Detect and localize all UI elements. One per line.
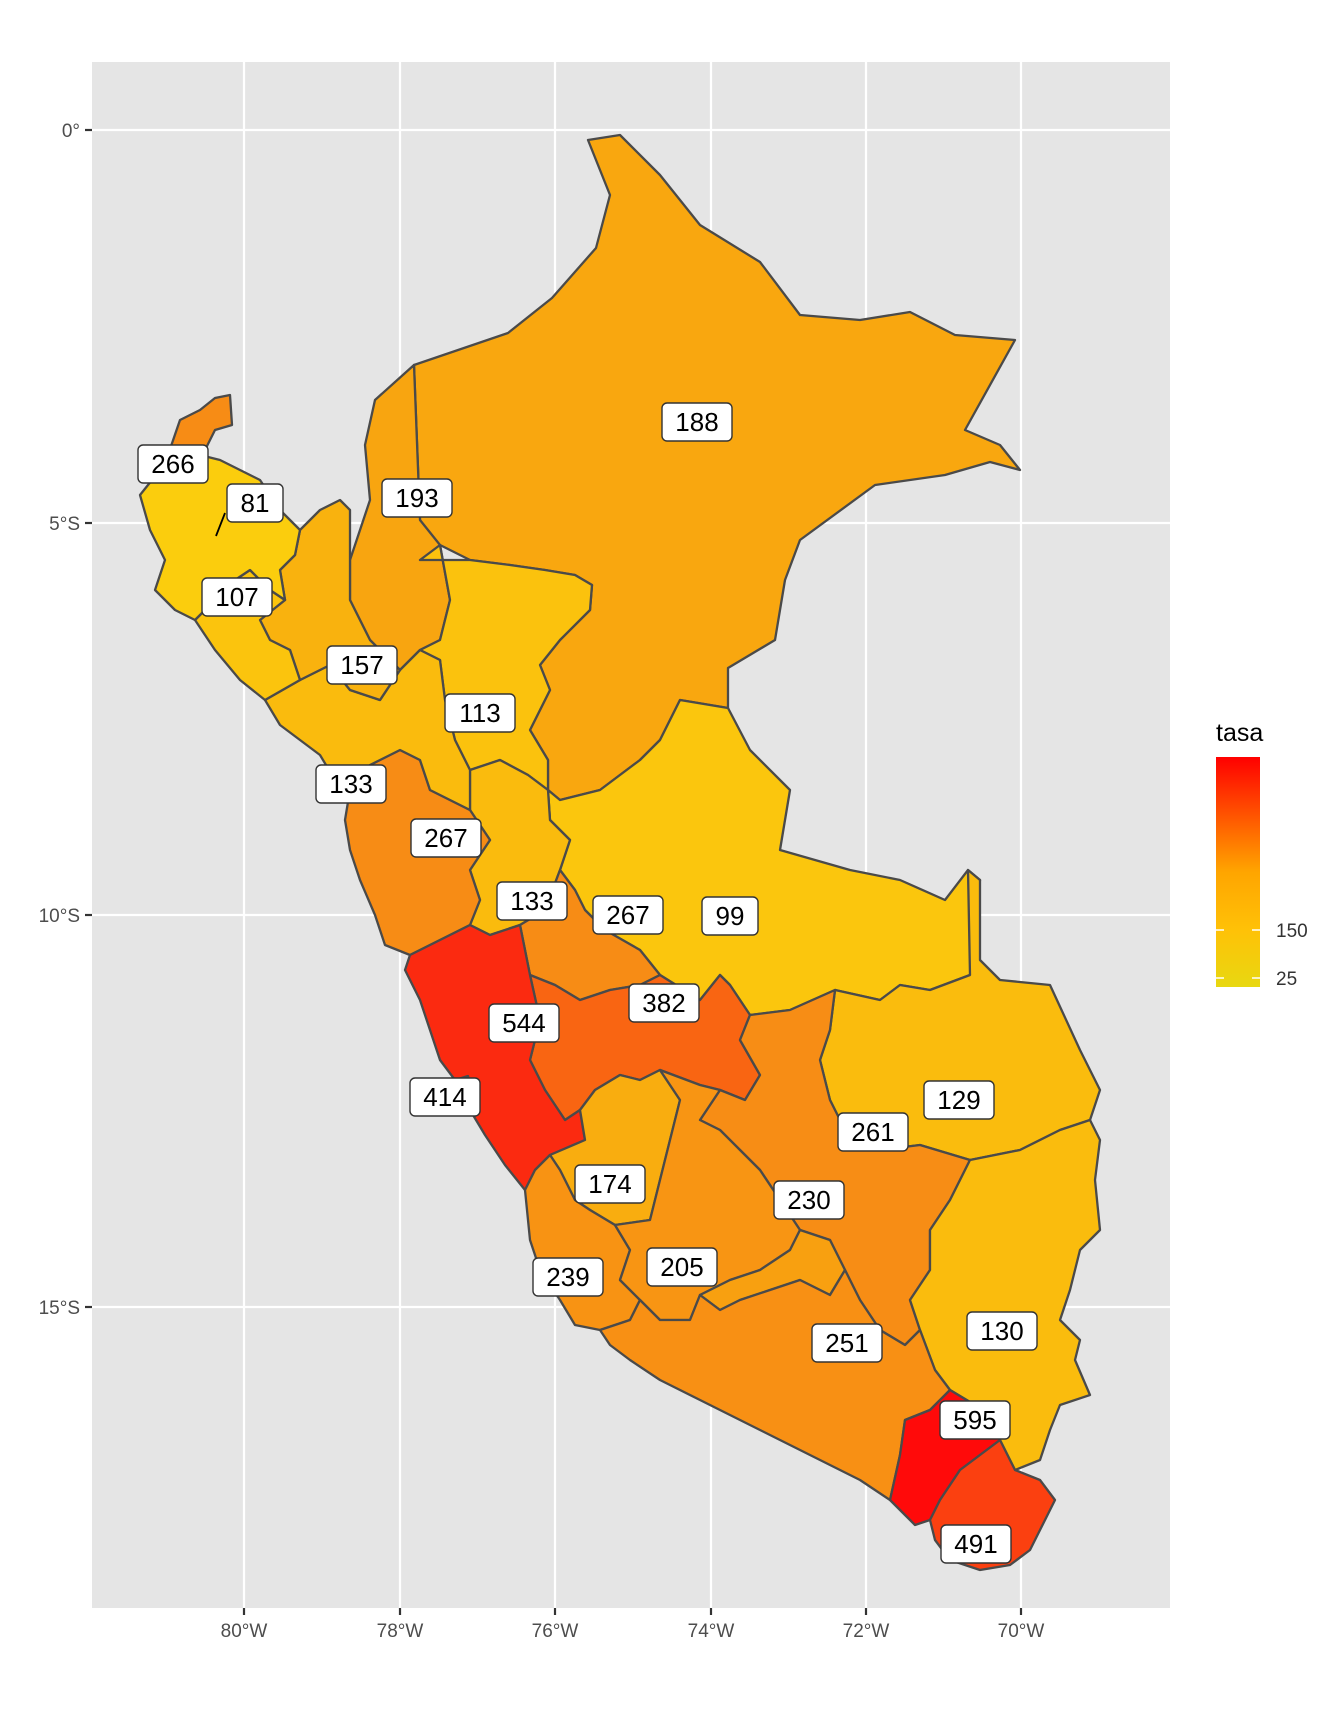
label-text: 81 — [241, 488, 270, 518]
label-apurimac: 205 — [646, 1247, 718, 1287]
label-text: 133 — [329, 769, 372, 799]
label-piura: 81 — [226, 483, 284, 523]
label-text: 230 — [787, 1185, 830, 1215]
x-tick-label: 72°W — [843, 1621, 890, 1642]
label-text: 157 — [340, 650, 383, 680]
label-junin: 382 — [628, 983, 700, 1023]
x-tick-label: 78°W — [377, 1621, 424, 1642]
legend-break-label: 25 — [1276, 969, 1297, 990]
y-tick-label: 15°S — [39, 1298, 80, 1319]
label-lima: 544 — [488, 1003, 560, 1043]
label-text: 414 — [423, 1082, 466, 1112]
label-cusco: 261 — [837, 1112, 909, 1152]
label-amazonas: 193 — [381, 478, 453, 518]
y-tick-label: 0° — [62, 121, 80, 142]
x-tick-label: 76°W — [532, 1621, 579, 1642]
x-tick-label: 74°W — [688, 1621, 735, 1642]
label-huanuco: 133 — [496, 881, 568, 921]
region-puno[interactable] — [908, 1118, 1102, 1472]
label-text: 129 — [937, 1085, 980, 1115]
label-text: 251 — [825, 1328, 868, 1358]
label-cajamarca: 157 — [326, 645, 398, 685]
label-text: 544 — [502, 1008, 545, 1038]
label-ica: 239 — [532, 1257, 604, 1297]
label-text: 266 — [151, 449, 194, 479]
label-text: 267 — [606, 900, 649, 930]
label-loreto: 188 — [661, 402, 733, 442]
label-ucayali: 99 — [701, 896, 759, 936]
y-tick-label: 5°S — [49, 514, 80, 535]
regions-layer — [138, 133, 1102, 1572]
legend-title: tasa — [1216, 719, 1263, 747]
x-axis: 80°W 78°W 76°W 74°W 72°W 70°W — [221, 1608, 1045, 1642]
legend: tasa 150 25 — [1216, 719, 1308, 990]
label-arequipa: 251 — [811, 1323, 883, 1363]
x-tick-label: 80°W — [221, 1621, 268, 1642]
label-la-libertad: 133 — [315, 764, 387, 804]
x-tick-label: 70°W — [998, 1621, 1045, 1642]
label-text: 174 — [588, 1169, 631, 1199]
label-tumbes: 266 — [137, 444, 209, 484]
label-san-martin: 113 — [444, 693, 516, 733]
label-text: 130 — [980, 1316, 1023, 1346]
label-text: 205 — [660, 1252, 703, 1282]
label-text: 113 — [459, 698, 500, 728]
label-ancash: 267 — [410, 818, 482, 858]
label-moquegua: 595 — [939, 1400, 1011, 1440]
label-ayacucho: 230 — [773, 1180, 845, 1220]
label-text: 491 — [954, 1529, 997, 1559]
label-puno: 130 — [966, 1311, 1038, 1351]
label-text: 382 — [642, 988, 685, 1018]
label-text: 595 — [953, 1405, 996, 1435]
label-text: 133 — [510, 886, 553, 916]
label-text: 188 — [675, 407, 718, 437]
label-text: 261 — [851, 1117, 894, 1147]
label-callao: 414 — [409, 1077, 481, 1117]
label-text: 107 — [215, 582, 258, 612]
label-tacna: 491 — [940, 1524, 1012, 1564]
legend-break-label: 150 — [1276, 921, 1308, 942]
label-huancavelica: 174 — [574, 1164, 646, 1204]
legend-colorbar — [1216, 757, 1260, 987]
label-text: 239 — [546, 1262, 589, 1292]
y-axis: 0° 5°S 10°S 15°S — [39, 121, 92, 1319]
value-labels: 188 266 81 107 157 193 113 133 267 133 2… — [137, 402, 1038, 1564]
label-text: 267 — [424, 823, 467, 853]
label-text: 99 — [716, 901, 745, 931]
label-pasco: 267 — [592, 895, 664, 935]
label-leader-line — [215, 512, 226, 537]
label-text: 193 — [395, 483, 438, 513]
y-tick-label: 10°S — [39, 906, 80, 927]
label-madre-de-dios: 129 — [923, 1080, 995, 1120]
label-lambayeque: 107 — [201, 577, 273, 617]
